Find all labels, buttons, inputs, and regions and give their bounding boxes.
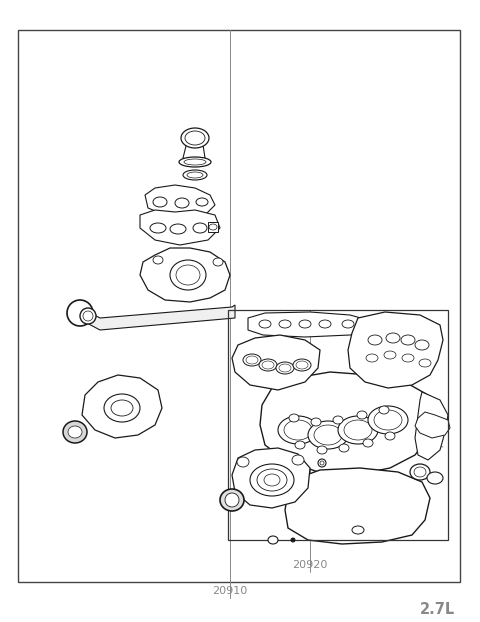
Ellipse shape: [257, 469, 287, 491]
Ellipse shape: [292, 455, 304, 465]
Ellipse shape: [187, 172, 203, 178]
Ellipse shape: [299, 320, 311, 328]
Ellipse shape: [293, 359, 311, 371]
Ellipse shape: [71, 304, 89, 322]
Ellipse shape: [179, 157, 211, 167]
Text: 20920: 20920: [292, 560, 328, 570]
Ellipse shape: [83, 311, 93, 321]
Ellipse shape: [220, 489, 244, 511]
Polygon shape: [415, 392, 448, 460]
Text: 20910: 20910: [212, 586, 248, 596]
Ellipse shape: [366, 354, 378, 362]
Ellipse shape: [427, 472, 443, 484]
Ellipse shape: [243, 354, 261, 366]
Polygon shape: [415, 412, 450, 438]
Ellipse shape: [170, 224, 186, 234]
Ellipse shape: [268, 536, 278, 544]
Ellipse shape: [209, 224, 217, 230]
Polygon shape: [145, 185, 215, 218]
Ellipse shape: [185, 131, 205, 145]
Ellipse shape: [80, 308, 96, 324]
Polygon shape: [140, 248, 230, 302]
Ellipse shape: [333, 416, 343, 424]
Ellipse shape: [357, 411, 367, 419]
Ellipse shape: [181, 128, 209, 148]
Ellipse shape: [279, 320, 291, 328]
Ellipse shape: [414, 467, 426, 477]
Ellipse shape: [368, 406, 408, 434]
Ellipse shape: [384, 351, 396, 359]
Ellipse shape: [344, 420, 372, 440]
Ellipse shape: [289, 414, 299, 422]
Ellipse shape: [175, 198, 189, 208]
Ellipse shape: [250, 464, 294, 496]
Ellipse shape: [352, 526, 364, 534]
Ellipse shape: [278, 416, 318, 444]
Polygon shape: [183, 138, 205, 162]
Ellipse shape: [259, 359, 277, 371]
Ellipse shape: [339, 444, 349, 452]
Polygon shape: [348, 312, 443, 388]
Ellipse shape: [262, 361, 274, 369]
Text: 2.7L: 2.7L: [420, 602, 455, 617]
Ellipse shape: [379, 406, 389, 414]
Ellipse shape: [296, 361, 308, 369]
Ellipse shape: [150, 223, 166, 233]
Ellipse shape: [246, 356, 258, 364]
Ellipse shape: [320, 461, 324, 465]
Ellipse shape: [410, 464, 430, 480]
Ellipse shape: [68, 426, 82, 438]
Ellipse shape: [386, 333, 400, 343]
Ellipse shape: [419, 359, 431, 367]
Ellipse shape: [338, 416, 378, 444]
Ellipse shape: [67, 300, 93, 326]
Ellipse shape: [153, 256, 163, 264]
Polygon shape: [232, 448, 310, 508]
Ellipse shape: [401, 335, 415, 345]
Ellipse shape: [317, 446, 327, 454]
Ellipse shape: [63, 421, 87, 443]
Polygon shape: [285, 468, 430, 544]
Ellipse shape: [368, 335, 382, 345]
Polygon shape: [208, 222, 218, 232]
Ellipse shape: [342, 320, 354, 328]
Ellipse shape: [363, 439, 373, 447]
Ellipse shape: [183, 170, 207, 180]
Ellipse shape: [402, 354, 414, 362]
Polygon shape: [232, 335, 320, 390]
Polygon shape: [85, 305, 235, 330]
Bar: [228, 310, 448, 540]
Ellipse shape: [374, 410, 402, 430]
Ellipse shape: [170, 260, 206, 290]
Ellipse shape: [295, 441, 305, 449]
Polygon shape: [248, 312, 368, 337]
Ellipse shape: [196, 198, 208, 206]
Ellipse shape: [318, 459, 326, 467]
Ellipse shape: [193, 223, 207, 233]
Ellipse shape: [259, 320, 271, 328]
Ellipse shape: [104, 394, 140, 422]
Ellipse shape: [213, 258, 223, 266]
Ellipse shape: [176, 265, 200, 285]
Ellipse shape: [308, 421, 348, 449]
Ellipse shape: [184, 159, 206, 165]
Polygon shape: [82, 375, 162, 438]
Ellipse shape: [319, 320, 331, 328]
Ellipse shape: [415, 340, 429, 350]
Ellipse shape: [264, 474, 280, 486]
Ellipse shape: [237, 457, 249, 467]
Ellipse shape: [291, 538, 295, 542]
Ellipse shape: [314, 425, 342, 445]
Bar: [18, 30, 460, 582]
Polygon shape: [140, 210, 220, 245]
Ellipse shape: [279, 364, 291, 372]
Ellipse shape: [284, 420, 312, 440]
Ellipse shape: [225, 493, 239, 507]
Ellipse shape: [311, 418, 321, 426]
Polygon shape: [260, 372, 435, 475]
Ellipse shape: [276, 362, 294, 374]
Ellipse shape: [385, 432, 395, 440]
Ellipse shape: [153, 197, 167, 207]
Ellipse shape: [111, 400, 133, 416]
